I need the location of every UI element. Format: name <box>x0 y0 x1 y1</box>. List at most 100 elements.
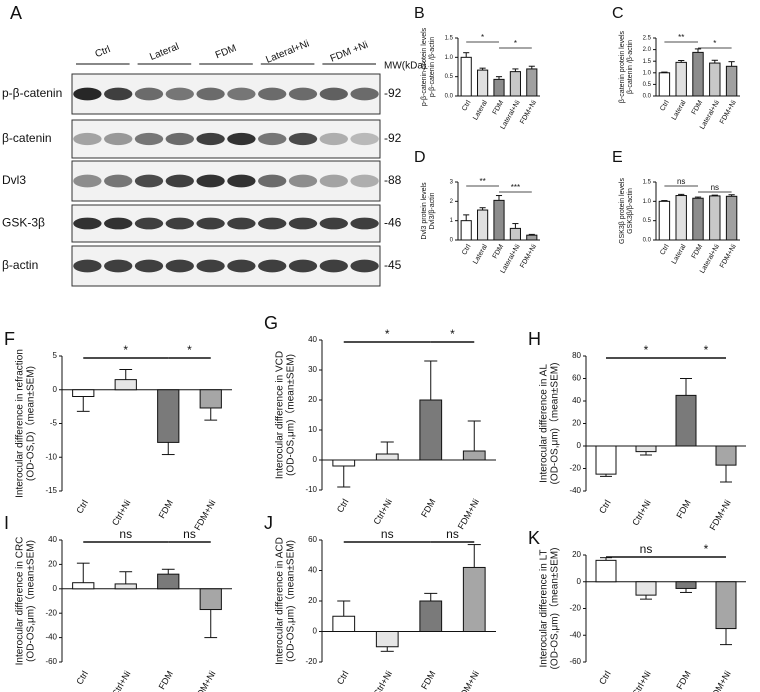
blot-band <box>196 259 225 273</box>
y-axis-label: Interocular difference in VCD <box>275 351 286 479</box>
blot-band <box>258 87 287 101</box>
x-tick-label: Ctrl <box>74 498 90 515</box>
x-tick-label: FDM <box>419 497 437 519</box>
bar <box>462 566 486 633</box>
x-tick-label: FDM+Ni <box>708 669 733 692</box>
lane-label: FDM <box>214 43 238 61</box>
y-tick-label: 20 <box>308 395 317 404</box>
blot-band <box>288 259 318 273</box>
y-tick-label: 10 <box>308 425 317 434</box>
y-tick-label: 2.5 <box>643 36 652 42</box>
blot-band <box>134 132 164 146</box>
significance-label: ns <box>381 527 394 541</box>
x-tick-label: Ctrl <box>461 243 473 256</box>
protein-label: GSK-3β <box>2 216 45 230</box>
x-tick-label: FDM <box>157 498 175 520</box>
blot-band <box>165 174 194 188</box>
y-axis-label: β-catenin protein levels <box>619 30 626 103</box>
blot-band <box>319 87 348 101</box>
bar <box>635 445 657 453</box>
y-tick-label: 0.5 <box>643 82 652 88</box>
bar <box>72 389 95 397</box>
y-tick-label: -10 <box>305 485 317 494</box>
y-tick-label: -15 <box>45 486 57 495</box>
bar <box>509 71 521 97</box>
y-axis-label: Dvl3 protein levels <box>421 182 428 240</box>
panel-label: H <box>528 329 541 349</box>
x-tick-label: Ctrl <box>597 669 613 686</box>
x-tick-label: FDM <box>419 669 437 691</box>
bar <box>658 72 671 97</box>
x-tick-label: Ctrl+Ni <box>371 497 394 526</box>
bar <box>199 389 222 409</box>
y-axis-label: Interocular difference in ACD <box>275 537 286 665</box>
x-tick-label: FDM <box>492 243 506 260</box>
y-axis-label: GSK3β protein levels <box>619 178 626 244</box>
blot-band <box>258 259 287 273</box>
x-tick-label: Lateral <box>472 99 489 121</box>
y-tick-label: 0.5 <box>445 74 454 80</box>
y-tick-label: 20 <box>572 550 581 559</box>
blot-band <box>227 87 256 101</box>
bar <box>709 195 721 241</box>
bar <box>375 631 399 648</box>
chart: I Interocular difference in CRC (OD-OS,μm)… <box>4 513 232 692</box>
y-tick-label: 60 <box>308 535 317 544</box>
x-tick-label: Ctrl <box>597 498 613 515</box>
x-tick-label: FDM+Ni <box>519 243 538 269</box>
blot-band <box>258 132 287 146</box>
blot-band <box>104 174 133 188</box>
blot-band <box>165 132 194 146</box>
significance-label: *** <box>511 183 520 192</box>
bar <box>493 78 505 97</box>
y-axis-label: (OD-OS,μm)（mean±SEM) <box>549 363 561 485</box>
bar <box>460 220 472 241</box>
x-tick-label: Ctrl+Ni <box>630 498 653 527</box>
panel-label: A <box>10 3 22 23</box>
blot-band <box>196 217 225 230</box>
y-axis-label: GSK3β/β-actin <box>627 188 634 234</box>
lane-label: Ctrl <box>94 44 113 60</box>
significance-label: * <box>450 327 455 341</box>
blot-band <box>288 87 318 101</box>
x-tick-label: FDM+Ni <box>519 99 538 125</box>
y-axis-label: (OD-OS,μm)（mean±SEM) <box>25 540 37 662</box>
blot-band <box>288 174 318 188</box>
x-tick-label: FDM <box>691 99 705 116</box>
y-tick-label: 20 <box>308 596 317 605</box>
bar <box>493 199 505 241</box>
y-tick-label: 40 <box>308 335 317 344</box>
y-tick-label: 0 <box>313 455 318 464</box>
significance-label: * <box>514 39 517 48</box>
blot-band <box>104 217 133 230</box>
bar <box>332 459 356 467</box>
y-tick-label: 0 <box>577 577 582 586</box>
y-tick-label: 40 <box>308 566 317 575</box>
mw-label: -92 <box>384 131 402 145</box>
y-tick-label: 0 <box>450 238 454 244</box>
panel-label: B <box>414 5 425 22</box>
y-tick-label: 60 <box>572 374 581 383</box>
blot-band <box>104 132 133 146</box>
y-tick-label: -60 <box>45 657 57 666</box>
y-tick-label: 1.5 <box>445 36 454 42</box>
y-axis-label: (OD-OS,μm)（mean±SEM) <box>285 354 297 476</box>
x-tick-label: FDM+Ni <box>456 497 481 531</box>
panel-label: F <box>4 329 15 349</box>
blot-band <box>165 259 194 273</box>
x-tick-label: Ctrl <box>335 497 351 514</box>
bar <box>157 389 180 443</box>
bar <box>114 583 137 590</box>
blot-band <box>73 132 102 146</box>
x-tick-label: Ctrl <box>461 99 473 112</box>
y-axis-label: Interocular difference in LT <box>539 549 550 667</box>
blot-band <box>319 132 348 146</box>
significance-label: * <box>481 33 484 42</box>
bar <box>375 453 399 461</box>
x-tick-label: FDM+Ni <box>719 243 738 269</box>
chart: Bp-β-catenin protein levels p-β-catenin /… <box>414 5 540 131</box>
y-tick-label: 1.5 <box>643 180 652 186</box>
